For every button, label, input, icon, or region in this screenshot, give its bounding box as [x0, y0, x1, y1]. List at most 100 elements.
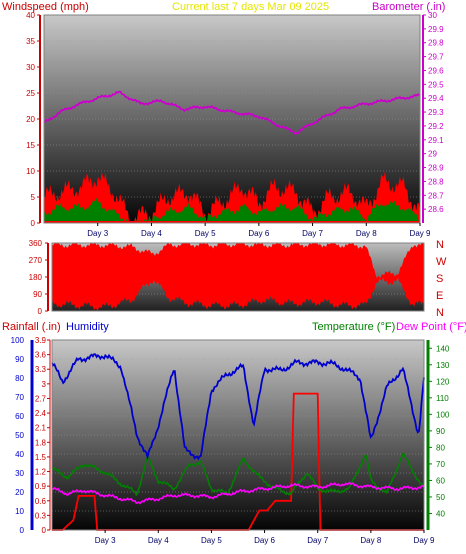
rainfall-tick: 2.7 [35, 394, 47, 403]
humidity-tick: 40 [15, 450, 24, 459]
rainfall-tick: 1.5 [35, 453, 47, 462]
direction-series [52, 243, 424, 311]
wind-speed-area [44, 171, 420, 223]
barometer-tick: 29.4 [428, 94, 444, 103]
rainfall-tick: 0.9 [35, 482, 47, 491]
windspeed-tick: 30 [26, 63, 35, 72]
compass-label: W [436, 256, 447, 268]
barometer-tick: 29.7 [428, 53, 444, 62]
x-tick-label: Day 3 [95, 536, 116, 545]
humidity-tick: 80 [15, 374, 24, 383]
windspeed-axis-label: Windspeed (mph) [2, 1, 89, 13]
windspeed-axis: 0 5 10 15 20 25 30 35 40 [26, 11, 41, 228]
humidity-tick: 0 [20, 526, 25, 535]
x-tick-label: Day 9 [414, 536, 435, 545]
windspeed-tick: 40 [26, 11, 35, 20]
barometer-tick: 29.9 [428, 25, 444, 34]
x-tick-label: Day 4 [141, 229, 162, 238]
chart-title: Current last 7 days Mar 09 2025 [172, 1, 329, 13]
windspeed-tick: 35 [26, 37, 35, 46]
compass-label: S [436, 273, 443, 285]
temperature-tick: 70 [436, 460, 445, 469]
wind-x-axis: Day 3 Day 4 Day 5 Day 6 Day 7 Day 8 Day 9 [87, 223, 431, 238]
barometer-line [43, 90, 421, 135]
rainfall-tick: 0.3 [35, 511, 47, 520]
compass-label: E [436, 290, 443, 302]
rainfall-axis-label: Rainfall (.in) [2, 321, 61, 333]
barometer-axis: 28.6 28.7 28.8 28.9 29 29.1 29.2 29.3 29.4 29.5 29… [422, 11, 444, 223]
temperature-tick: 80 [436, 443, 445, 452]
rainfall-tick: 3.6 [35, 351, 47, 360]
temperature-tick: 60 [436, 476, 445, 485]
direction-tick: 90 [33, 290, 42, 299]
wind-direction-band [52, 243, 424, 311]
temperature-tick: 40 [436, 509, 445, 518]
humidity-tick: 20 [15, 488, 24, 497]
dewpoint-line [51, 481, 425, 505]
temperature-tick: 120 [436, 377, 450, 386]
rainfall-tick: 3 [42, 380, 47, 389]
humidity-tick: 10 [15, 507, 24, 516]
x-tick-label: Day 6 [254, 536, 275, 545]
wind-gust-area [44, 197, 420, 223]
temperature-tick: 90 [436, 427, 445, 436]
direction-tick: 180 [29, 273, 43, 282]
barometer-tick: 29 [428, 150, 437, 159]
wind-series [44, 171, 420, 223]
humidity-tick: 100 [11, 336, 25, 345]
compass-label: N [436, 307, 444, 319]
x-tick-label: Day 3 [87, 229, 108, 238]
x-tick-label: Day 5 [195, 229, 216, 238]
barometer-tick: 28.8 [428, 177, 444, 186]
humidity-tick: 60 [15, 412, 24, 421]
humidity-tick: 50 [15, 431, 24, 440]
rainfall-series [52, 392, 424, 531]
temperature-series [51, 452, 425, 497]
x-tick-label: Day 6 [248, 229, 269, 238]
direction-tick: 270 [29, 256, 43, 265]
rainfall-tick: 3.9 [35, 336, 47, 345]
direction-tick: 360 [29, 239, 43, 248]
dewpoint-series [51, 481, 425, 505]
rain-x-axis: Day 3 Day 4 Day 5 Day 6 Day 7 Day 8 Day 9 [95, 530, 435, 545]
barometer-tick: 29.3 [428, 108, 444, 117]
barometer-axis-label: Barometer (.in) [372, 1, 445, 13]
humidity-tick: 30 [15, 469, 24, 478]
rainfall-tick: 3.3 [35, 365, 47, 374]
x-tick-label: Day 7 [302, 229, 323, 238]
temperature-tick: 50 [436, 493, 445, 502]
rainfall-tick: 1.8 [35, 438, 47, 447]
rainfall-tick: 0 [42, 526, 47, 535]
compass-label: N [436, 239, 444, 251]
x-tick-label: Day 7 [307, 536, 328, 545]
temperature-tick: 140 [436, 344, 450, 353]
rainfall-line [52, 392, 424, 531]
rainfall-tick: 0.6 [35, 497, 47, 506]
humidity-axis: 0 10 20 30 40 50 60 70 80 90 100 [11, 336, 25, 535]
windspeed-tick: 0 [31, 219, 36, 228]
barometer-tick: 29.2 [428, 122, 444, 131]
direction-axis: 0 90 180 270 360 [29, 239, 49, 316]
x-tick-label: Day 8 [356, 229, 377, 238]
x-tick-label: Day 8 [360, 536, 381, 545]
barometer-tick: 28.7 [428, 191, 444, 200]
direction-tick: 0 [38, 307, 43, 316]
humidity-tick: 90 [15, 355, 24, 364]
barometer-series [43, 90, 421, 135]
rainfall-tick: 1.2 [35, 468, 47, 477]
rainfall-tick: 2.4 [35, 409, 47, 418]
rainfall-tick: 2.1 [35, 424, 47, 433]
temperature-tick: 110 [436, 394, 449, 403]
windspeed-tick: 15 [26, 141, 35, 150]
x-tick-label: Day 4 [148, 536, 169, 545]
humidity-tick: 70 [15, 393, 24, 402]
windspeed-tick: 25 [26, 89, 35, 98]
temperature-axis-label: Temperature (°F) [312, 321, 395, 333]
x-tick-label: Day 9 [410, 229, 431, 238]
barometer-tick: 29.5 [428, 80, 444, 89]
temperature-tick: 130 [436, 361, 450, 370]
temperature-line [51, 452, 425, 497]
barometer-tick: 30 [428, 11, 437, 20]
